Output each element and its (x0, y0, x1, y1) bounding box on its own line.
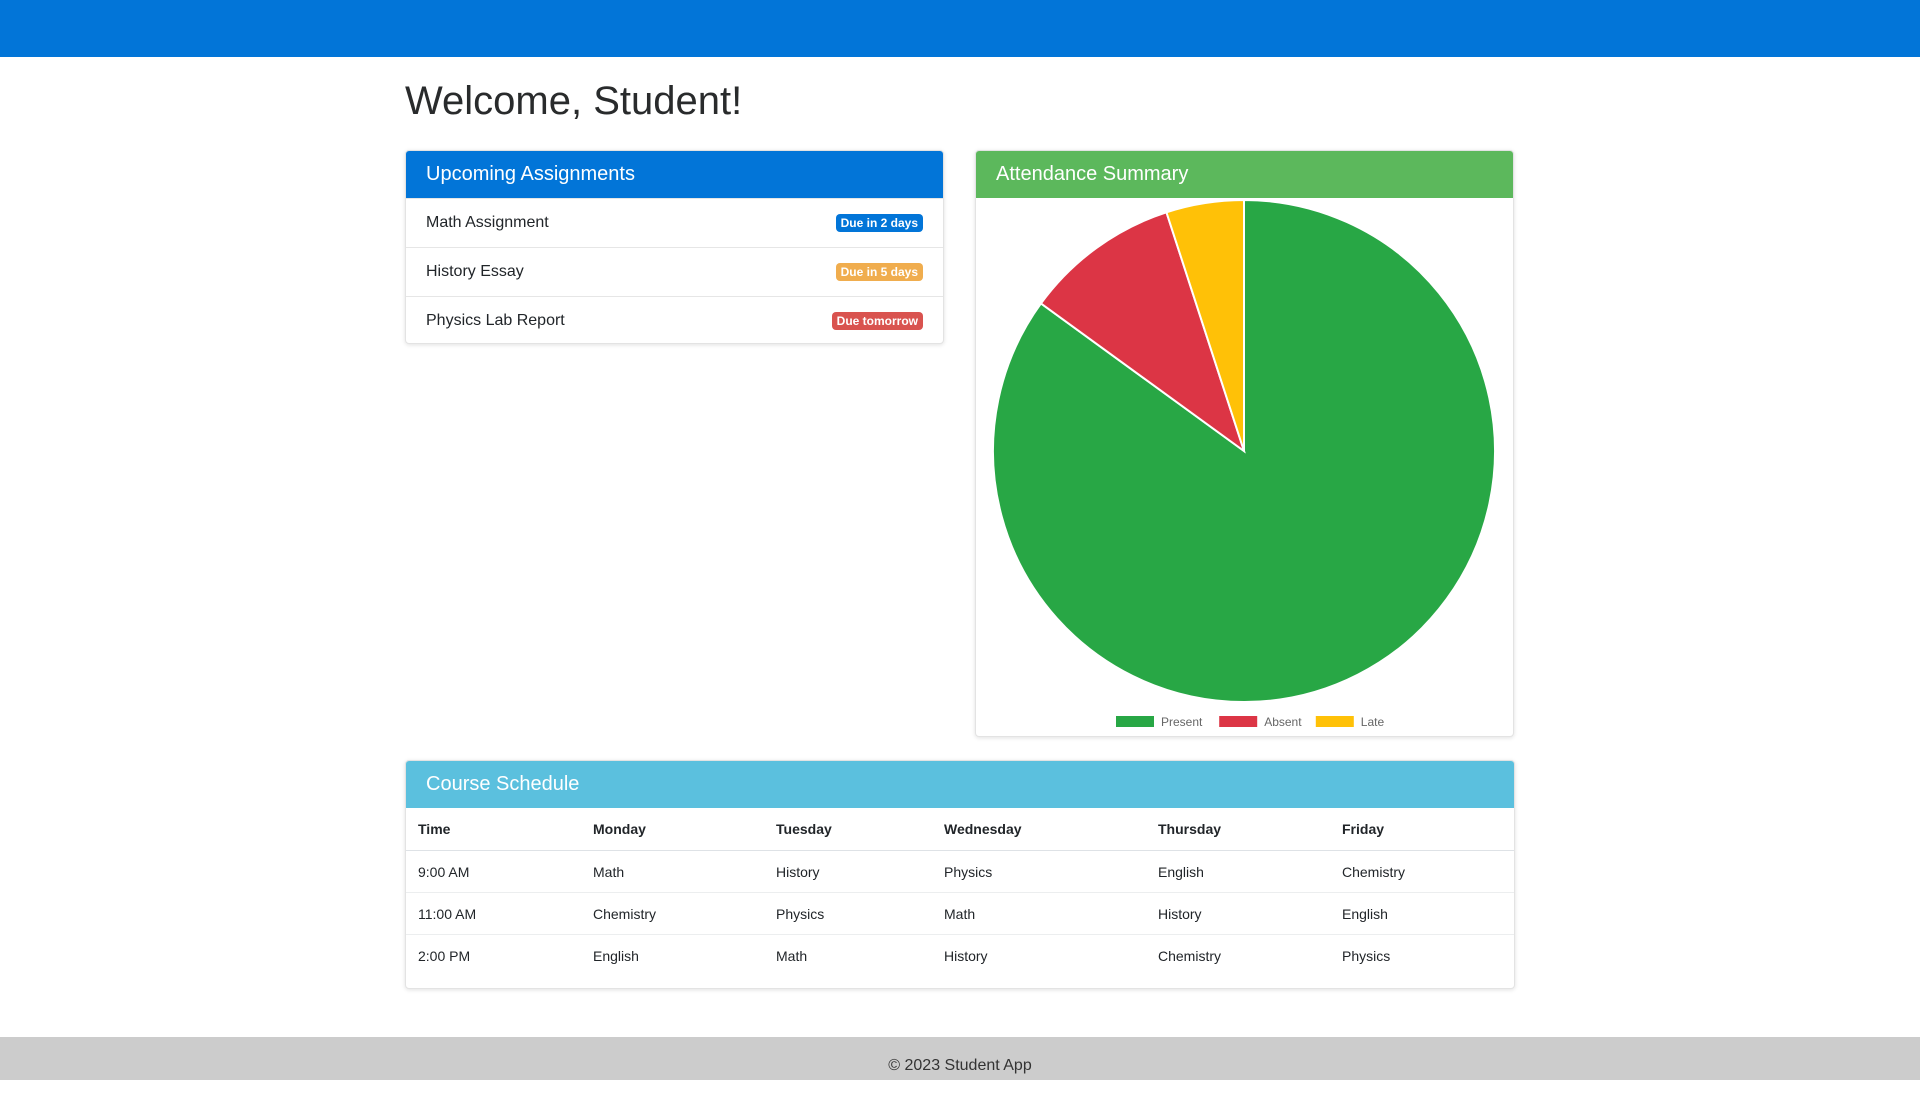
table-cell: History (944, 947, 988, 964)
table-cell: 9:00 AM (406, 850, 581, 893)
table-cell: Math (932, 892, 1146, 935)
column-header-wednesday: Wednesday (932, 808, 1146, 851)
assignments-card-header: Upcoming Assignments (406, 151, 943, 198)
assignment-name: Physics Lab Report (426, 312, 565, 329)
assignment-name: History Essay (426, 263, 524, 280)
table-cell: English (593, 947, 639, 964)
legend-swatch-absent[interactable] (1219, 716, 1258, 727)
pie-slice-late[interactable] (1165, 198, 1245, 452)
schedule-table: Time Monday Tuesday Wednesday Thursday F… (406, 808, 1514, 976)
assignments-card: Upcoming Assignments Math Assignment Due… (405, 150, 944, 344)
table-cell: Chemistry (1330, 850, 1514, 893)
legend-label-present[interactable]: Present (1161, 715, 1203, 729)
column-header-thursday: Thursday (1146, 808, 1330, 851)
table-cell: 2:00 PM (418, 947, 471, 964)
schedule-header-row: Time Monday Tuesday Wednesday Thursday F… (406, 808, 1514, 851)
assignment-item-math[interactable]: Math Assignment Due in 2 days (406, 198, 943, 247)
table-cell: Physics (764, 892, 932, 935)
table-cell: English (1330, 892, 1514, 935)
table-cell: English (1146, 850, 1330, 893)
table-cell: Chemistry (581, 892, 764, 935)
assignment-item-history[interactable]: History Essay Due in 5 days (406, 247, 943, 296)
table-cell: Math (776, 947, 808, 964)
table-cell: Physics (932, 850, 1146, 893)
table-cell: History (764, 850, 932, 893)
schedule-card-header: Course Schedule (406, 761, 1514, 808)
footer: © 2023 Student App (0, 1037, 1920, 1080)
due-badge: Due tomorrow (831, 312, 923, 330)
column-header-time: Time (406, 808, 581, 851)
table-cell: Physics (1342, 947, 1391, 964)
assignment-name: Math Assignment (426, 214, 549, 231)
table-cell: History (1146, 892, 1330, 935)
table-row: 9:00 AM Math History Physics English Che… (406, 850, 1514, 893)
legend-swatch-late[interactable] (1315, 716, 1354, 727)
due-badge: Due in 5 days (835, 263, 923, 281)
column-header-monday: Monday (581, 808, 764, 851)
table-cell: 11:00 AM (406, 892, 581, 935)
pie-slice-absent[interactable] (1039, 211, 1246, 454)
schedule-card: Course Schedule Time Monday Tuesday Wedn… (405, 760, 1515, 989)
attendance-pie-chart: Present Absent Late (992, 198, 1496, 729)
attendance-card: Attendance Summary Present Absent Late (975, 150, 1514, 737)
table-cell: Math (581, 850, 764, 893)
table-row: 11:00 AM Chemistry Physics Math History … (406, 892, 1514, 935)
top-navbar (0, 0, 1920, 57)
column-header-tuesday: Tuesday (764, 808, 932, 851)
table-row: 2:00 PM English Math History Chemistry P… (406, 935, 1514, 977)
assignment-item-physics[interactable]: Physics Lab Report Due tomorrow (406, 296, 943, 343)
table-cell: Chemistry (1158, 947, 1222, 964)
legend-swatch-present[interactable] (1116, 716, 1154, 727)
page-title: Welcome, Student! (405, 79, 743, 123)
legend-label-absent[interactable]: Absent (1264, 715, 1302, 729)
attendance-card-header: Attendance Summary (976, 151, 1513, 198)
due-badge: Due in 2 days (835, 214, 923, 232)
column-header-friday: Friday (1330, 808, 1514, 851)
legend-label-late[interactable]: Late (1361, 715, 1385, 729)
